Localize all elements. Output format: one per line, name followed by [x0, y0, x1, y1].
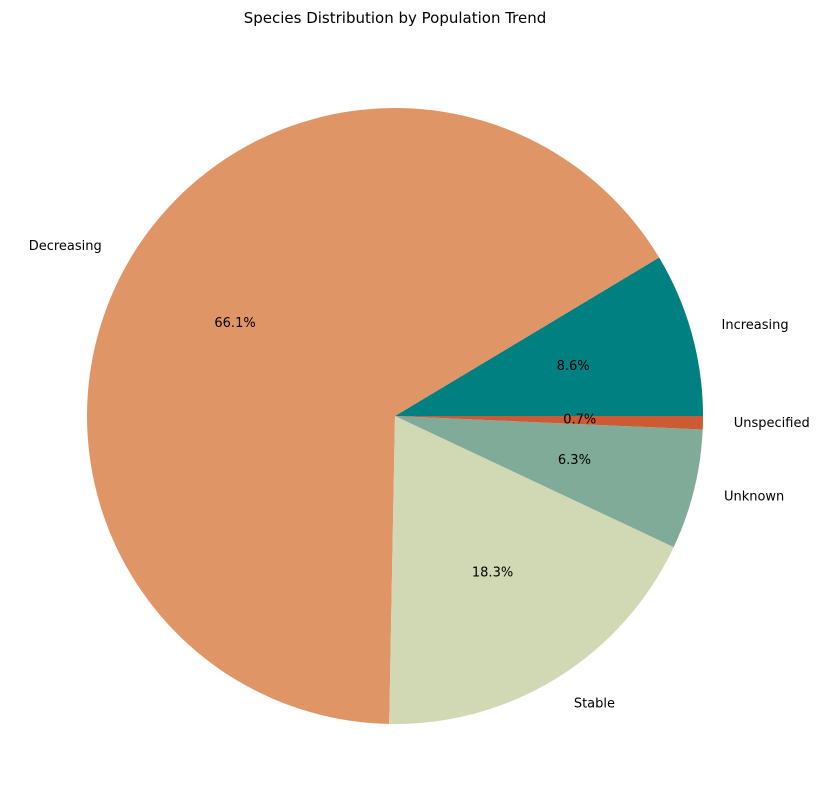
pie-slice-unspecified	[395, 416, 703, 430]
slice-label-decreasing: Decreasing	[29, 239, 102, 254]
slice-label-unspecified: Unspecified	[734, 416, 810, 431]
pct-label-increasing: 8.6%	[557, 359, 590, 374]
pie-slice-increasing	[395, 257, 703, 416]
pct-label-stable: 18.3%	[472, 565, 513, 580]
pct-label-decreasing: 66.1%	[214, 316, 255, 331]
pct-label-unknown: 6.3%	[558, 453, 591, 468]
slice-label-stable: Stable	[574, 696, 615, 711]
slice-label-increasing: Increasing	[722, 318, 789, 333]
pie-slice-stable	[389, 416, 674, 725]
pie-slice-decreasing	[87, 108, 660, 724]
pie-slice-unknown	[395, 416, 703, 548]
slice-label-unknown: Unknown	[724, 490, 784, 505]
pie-slices	[87, 108, 703, 725]
pct-label-unspecified: 0.7%	[563, 413, 596, 428]
chart-title: Species Distribution by Population Trend	[244, 9, 547, 27]
pie-labels: Increasing 8.6% Decreasing 66.1% Stable 18.3%…	[29, 239, 810, 711]
